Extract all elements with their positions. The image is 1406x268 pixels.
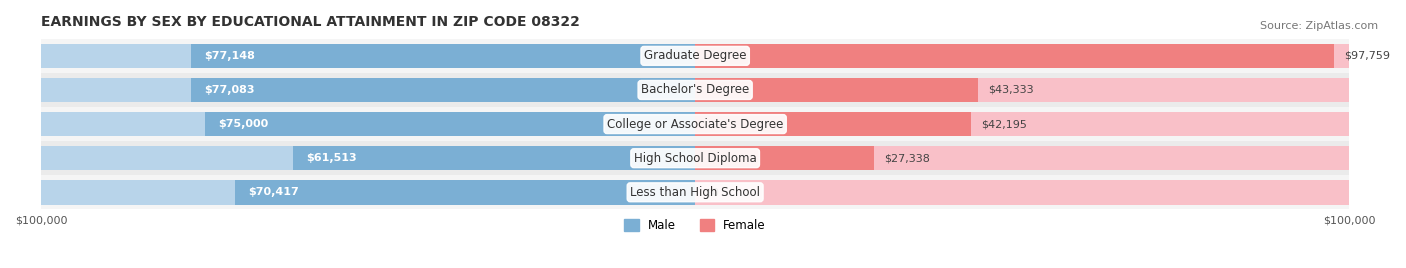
Text: High School Diploma: High School Diploma — [634, 152, 756, 165]
Text: $75,000: $75,000 — [218, 119, 269, 129]
Text: $0: $0 — [704, 187, 718, 197]
Bar — [41, 175, 1348, 209]
Bar — [191, 78, 695, 102]
Text: College or Associate's Degree: College or Associate's Degree — [607, 118, 783, 131]
Text: Bachelor's Degree: Bachelor's Degree — [641, 83, 749, 96]
Bar — [695, 44, 1348, 68]
Bar — [41, 141, 1348, 175]
Text: $77,148: $77,148 — [204, 51, 254, 61]
Text: $61,513: $61,513 — [307, 153, 357, 163]
Bar — [695, 78, 1348, 102]
Text: Source: ZipAtlas.com: Source: ZipAtlas.com — [1260, 21, 1378, 31]
Legend: Male, Female: Male, Female — [620, 214, 770, 236]
Text: $42,195: $42,195 — [981, 119, 1026, 129]
Bar — [695, 112, 1348, 136]
Bar — [41, 39, 1348, 73]
Bar — [41, 180, 695, 204]
Bar — [695, 146, 875, 170]
Text: Graduate Degree: Graduate Degree — [644, 49, 747, 62]
Bar — [695, 78, 979, 102]
Text: EARNINGS BY SEX BY EDUCATIONAL ATTAINMENT IN ZIP CODE 08322: EARNINGS BY SEX BY EDUCATIONAL ATTAINMEN… — [41, 15, 581, 29]
Bar — [235, 180, 695, 204]
Text: $97,759: $97,759 — [1344, 51, 1391, 61]
Text: $27,338: $27,338 — [884, 153, 929, 163]
Text: $77,083: $77,083 — [204, 85, 254, 95]
Bar — [191, 44, 695, 68]
Bar — [695, 146, 1348, 170]
Bar — [292, 146, 695, 170]
Text: Less than High School: Less than High School — [630, 186, 761, 199]
Bar — [41, 78, 695, 102]
Text: $70,417: $70,417 — [247, 187, 298, 197]
Bar — [41, 73, 1348, 107]
Bar — [205, 112, 695, 136]
Text: $43,333: $43,333 — [988, 85, 1033, 95]
Bar — [695, 180, 1348, 204]
Bar — [695, 112, 972, 136]
Bar — [695, 44, 1334, 68]
Bar — [41, 44, 695, 68]
Bar — [41, 146, 695, 170]
Bar — [41, 107, 1348, 141]
Bar — [41, 112, 695, 136]
